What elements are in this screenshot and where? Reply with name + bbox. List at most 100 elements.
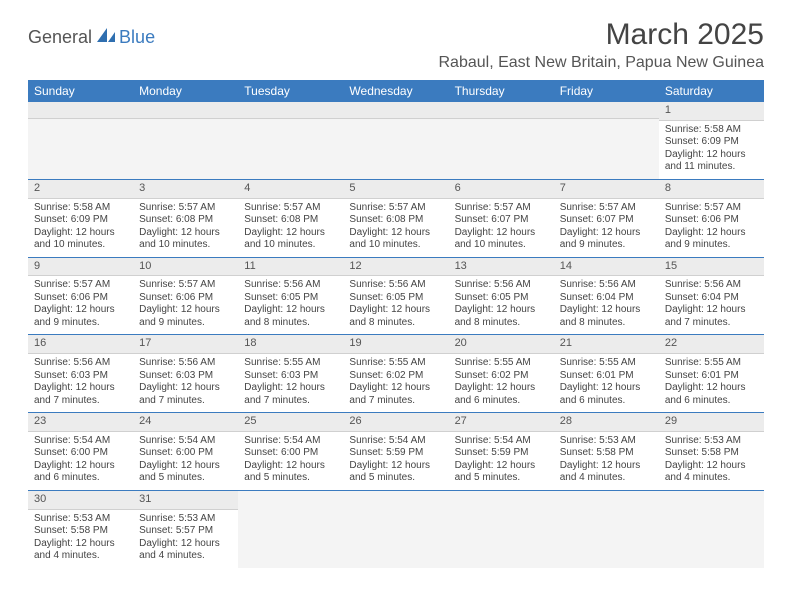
day-number: 20 <box>449 335 554 354</box>
calendar-week: 2Sunrise: 5:58 AMSunset: 6:09 PMDaylight… <box>28 179 764 257</box>
day-number: 3 <box>133 180 238 199</box>
calendar-cell: 20Sunrise: 5:55 AMSunset: 6:02 PMDayligh… <box>449 335 554 413</box>
day-number: 13 <box>449 258 554 277</box>
day-line-sr: Sunrise: 5:57 AM <box>349 202 442 215</box>
day-line-sr: Sunrise: 5:56 AM <box>665 279 758 292</box>
day-line-sr: Sunrise: 5:53 AM <box>139 513 232 526</box>
day-line-dl2: and 10 minutes. <box>455 239 548 252</box>
day-line-dl2: and 7 minutes. <box>349 395 442 408</box>
day-body: Sunrise: 5:53 AMSunset: 5:58 PMDaylight:… <box>28 510 133 568</box>
day-line-ss: Sunset: 6:09 PM <box>34 214 127 227</box>
day-line-dl2: and 9 minutes. <box>560 239 653 252</box>
day-body: Sunrise: 5:54 AMSunset: 6:00 PMDaylight:… <box>133 432 238 490</box>
calendar-cell: 6Sunrise: 5:57 AMSunset: 6:07 PMDaylight… <box>449 179 554 257</box>
day-line-sr: Sunrise: 5:55 AM <box>349 357 442 370</box>
day-line-dl2: and 5 minutes. <box>139 472 232 485</box>
day-number: 17 <box>133 335 238 354</box>
day-line-ss: Sunset: 6:08 PM <box>244 214 337 227</box>
day-number: 1 <box>659 102 764 121</box>
day-number: 27 <box>449 413 554 432</box>
day-number: 8 <box>659 180 764 199</box>
day-body: Sunrise: 5:55 AMSunset: 6:02 PMDaylight:… <box>449 354 554 412</box>
day-line-ss: Sunset: 5:57 PM <box>139 525 232 538</box>
day-line-dl2: and 10 minutes. <box>349 239 442 252</box>
day-number: 9 <box>28 258 133 277</box>
day-line-dl1: Daylight: 12 hours <box>244 382 337 395</box>
calendar-table: SundayMondayTuesdayWednesdayThursdayFrid… <box>28 80 764 568</box>
calendar-cell: 30Sunrise: 5:53 AMSunset: 5:58 PMDayligh… <box>28 490 133 567</box>
day-line-dl1: Daylight: 12 hours <box>34 227 127 240</box>
day-line-dl2: and 7 minutes. <box>139 395 232 408</box>
day-line-sr: Sunrise: 5:54 AM <box>455 435 548 448</box>
day-line-sr: Sunrise: 5:56 AM <box>560 279 653 292</box>
day-line-ss: Sunset: 6:03 PM <box>244 370 337 383</box>
day-line-sr: Sunrise: 5:55 AM <box>665 357 758 370</box>
day-line-sr: Sunrise: 5:55 AM <box>244 357 337 370</box>
calendar-cell: 28Sunrise: 5:53 AMSunset: 5:58 PMDayligh… <box>554 413 659 491</box>
day-line-ss: Sunset: 6:05 PM <box>455 292 548 305</box>
calendar-cell: 29Sunrise: 5:53 AMSunset: 5:58 PMDayligh… <box>659 413 764 491</box>
day-line-sr: Sunrise: 5:56 AM <box>34 357 127 370</box>
calendar-week: 1Sunrise: 5:58 AMSunset: 6:09 PMDaylight… <box>28 102 764 179</box>
day-body: Sunrise: 5:54 AMSunset: 6:00 PMDaylight:… <box>238 432 343 490</box>
day-line-dl2: and 7 minutes. <box>244 395 337 408</box>
daynum-empty <box>554 102 659 119</box>
day-number: 26 <box>343 413 448 432</box>
day-line-sr: Sunrise: 5:57 AM <box>139 279 232 292</box>
day-number: 2 <box>28 180 133 199</box>
day-line-dl2: and 7 minutes. <box>665 317 758 330</box>
day-body: Sunrise: 5:54 AMSunset: 5:59 PMDaylight:… <box>449 432 554 490</box>
day-line-dl1: Daylight: 12 hours <box>665 382 758 395</box>
calendar-cell: 26Sunrise: 5:54 AMSunset: 5:59 PMDayligh… <box>343 413 448 491</box>
day-line-dl1: Daylight: 12 hours <box>349 460 442 473</box>
day-line-dl2: and 9 minutes. <box>34 317 127 330</box>
weekday-header: Monday <box>133 80 238 102</box>
day-line-sr: Sunrise: 5:57 AM <box>455 202 548 215</box>
day-line-sr: Sunrise: 5:55 AM <box>455 357 548 370</box>
day-line-ss: Sunset: 6:01 PM <box>665 370 758 383</box>
header: General Blue March 2025 Rabaul, East New… <box>28 18 764 72</box>
calendar-cell <box>343 102 448 179</box>
calendar-cell: 24Sunrise: 5:54 AMSunset: 6:00 PMDayligh… <box>133 413 238 491</box>
day-line-ss: Sunset: 5:59 PM <box>349 447 442 460</box>
day-line-ss: Sunset: 5:58 PM <box>34 525 127 538</box>
day-line-ss: Sunset: 5:58 PM <box>665 447 758 460</box>
day-line-dl1: Daylight: 12 hours <box>455 227 548 240</box>
day-line-dl1: Daylight: 12 hours <box>34 460 127 473</box>
month-title: March 2025 <box>438 18 764 52</box>
calendar-cell <box>238 490 343 567</box>
daynum-empty <box>343 102 448 119</box>
calendar-cell: 2Sunrise: 5:58 AMSunset: 6:09 PMDaylight… <box>28 179 133 257</box>
day-body: Sunrise: 5:55 AMSunset: 6:01 PMDaylight:… <box>554 354 659 412</box>
day-line-dl2: and 10 minutes. <box>139 239 232 252</box>
day-line-dl1: Daylight: 12 hours <box>139 538 232 551</box>
day-line-ss: Sunset: 5:58 PM <box>560 447 653 460</box>
sail-icon <box>95 26 117 49</box>
day-body: Sunrise: 5:54 AMSunset: 5:59 PMDaylight:… <box>343 432 448 490</box>
day-line-dl2: and 6 minutes. <box>665 395 758 408</box>
calendar-cell <box>343 490 448 567</box>
day-line-ss: Sunset: 6:02 PM <box>349 370 442 383</box>
brand-part1: General <box>28 27 92 48</box>
day-line-dl1: Daylight: 12 hours <box>244 460 337 473</box>
day-body: Sunrise: 5:57 AMSunset: 6:08 PMDaylight:… <box>343 199 448 257</box>
day-line-dl1: Daylight: 12 hours <box>455 382 548 395</box>
day-line-dl2: and 8 minutes. <box>455 317 548 330</box>
day-number: 19 <box>343 335 448 354</box>
day-line-dl2: and 6 minutes. <box>560 395 653 408</box>
location-subtitle: Rabaul, East New Britain, Papua New Guin… <box>438 54 764 72</box>
daynum-empty <box>238 102 343 119</box>
day-line-dl2: and 8 minutes. <box>560 317 653 330</box>
day-line-ss: Sunset: 6:05 PM <box>349 292 442 305</box>
day-number: 22 <box>659 335 764 354</box>
day-line-ss: Sunset: 6:04 PM <box>665 292 758 305</box>
weekday-header: Wednesday <box>343 80 448 102</box>
day-line-dl2: and 5 minutes. <box>244 472 337 485</box>
calendar-cell: 12Sunrise: 5:56 AMSunset: 6:05 PMDayligh… <box>343 257 448 335</box>
day-line-ss: Sunset: 6:00 PM <box>244 447 337 460</box>
day-line-dl2: and 8 minutes. <box>349 317 442 330</box>
day-line-dl1: Daylight: 12 hours <box>560 460 653 473</box>
day-line-ss: Sunset: 6:02 PM <box>455 370 548 383</box>
day-line-dl2: and 4 minutes. <box>665 472 758 485</box>
day-line-sr: Sunrise: 5:56 AM <box>349 279 442 292</box>
